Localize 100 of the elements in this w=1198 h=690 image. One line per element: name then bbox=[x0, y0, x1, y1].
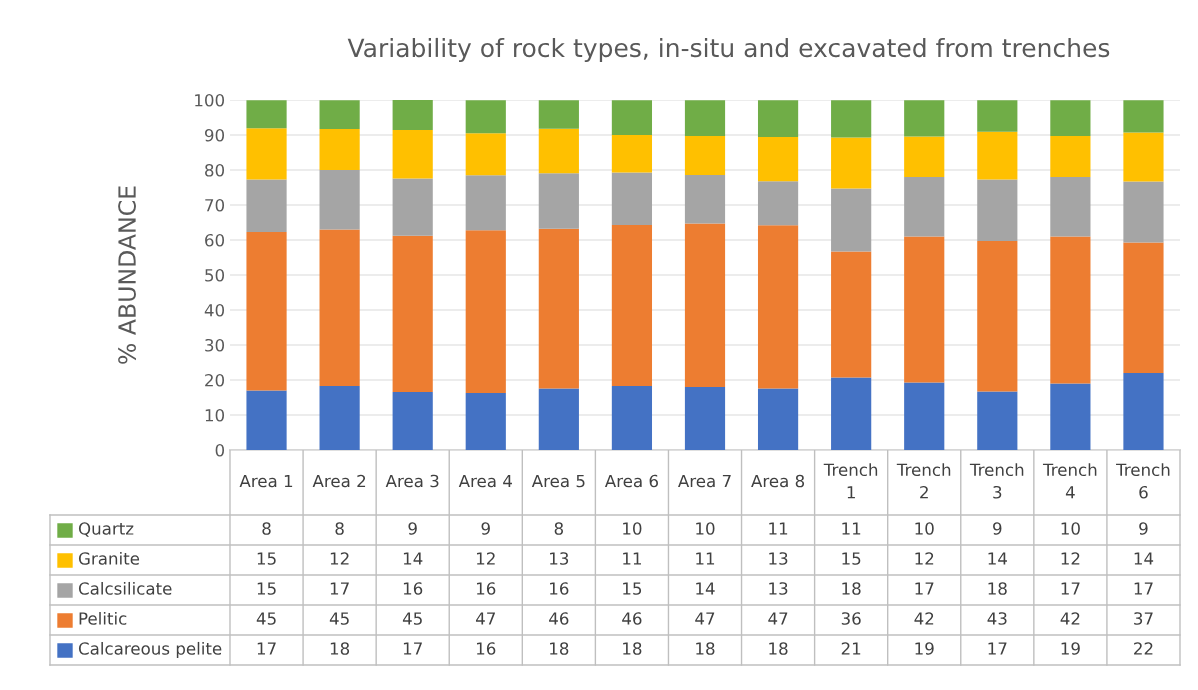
data-label: 17 bbox=[988, 642, 1007, 655]
x-tick-label: Area 8 bbox=[751, 474, 805, 488]
bar bbox=[1123, 132, 1164, 182]
bar bbox=[684, 387, 726, 450]
bar bbox=[1123, 181, 1164, 243]
bar bbox=[1050, 136, 1091, 177]
bar bbox=[831, 100, 872, 138]
legend-label: Calcsilicate bbox=[78, 581, 172, 595]
bar bbox=[319, 385, 360, 450]
bar bbox=[757, 137, 799, 182]
data-label: 13 bbox=[550, 552, 569, 565]
bar bbox=[1123, 373, 1164, 450]
bar bbox=[319, 229, 360, 386]
bar bbox=[246, 231, 287, 391]
bar bbox=[538, 173, 579, 229]
data-label: 12 bbox=[915, 552, 934, 565]
data-label: 14 bbox=[988, 552, 1007, 565]
bar bbox=[977, 100, 1018, 132]
x-tick-label: Area 2 bbox=[312, 474, 366, 488]
data-label: 18 bbox=[769, 642, 788, 655]
bar bbox=[246, 179, 287, 232]
data-label: 12 bbox=[477, 552, 495, 565]
data-label: 16 bbox=[550, 582, 569, 595]
x-tick-label: Area 4 bbox=[458, 474, 512, 488]
bar bbox=[1050, 383, 1091, 450]
data-label: 9 bbox=[1139, 522, 1148, 535]
data-label: 10 bbox=[696, 522, 715, 535]
data-label: 47 bbox=[475, 612, 495, 625]
legend-label: Pelitic bbox=[79, 611, 127, 625]
bar bbox=[465, 100, 506, 134]
data-label: 8 bbox=[262, 522, 271, 535]
x-tick-label: Trench 2 bbox=[896, 463, 951, 499]
bar bbox=[904, 177, 945, 237]
bar bbox=[1123, 100, 1164, 133]
bar bbox=[831, 137, 872, 189]
y-tick-label: 70 bbox=[205, 198, 225, 212]
bar bbox=[831, 251, 872, 378]
data-label: 17 bbox=[257, 642, 276, 655]
y-tick-label: 100 bbox=[195, 93, 225, 107]
data-label: 18 bbox=[988, 582, 1007, 595]
bar bbox=[757, 181, 799, 226]
bar bbox=[319, 129, 360, 170]
bar bbox=[392, 235, 433, 392]
data-label: 12 bbox=[330, 552, 349, 565]
bar bbox=[684, 136, 726, 175]
bar bbox=[538, 128, 579, 174]
data-label: 42 bbox=[1060, 612, 1080, 625]
bar bbox=[977, 241, 1018, 392]
data-label: 12 bbox=[1061, 552, 1080, 565]
data-label: 18 bbox=[550, 642, 569, 655]
data-label: 19 bbox=[1061, 642, 1080, 655]
data-label: 45 bbox=[256, 612, 276, 625]
data-label: 13 bbox=[769, 582, 788, 595]
data-label: 9 bbox=[481, 522, 490, 535]
bar bbox=[831, 377, 872, 450]
data-label: 18 bbox=[623, 642, 642, 655]
data-label: 14 bbox=[1134, 552, 1154, 565]
bar bbox=[319, 100, 360, 130]
data-label: 21 bbox=[841, 642, 861, 655]
data-label: 37 bbox=[1134, 612, 1153, 625]
data-label: 8 bbox=[335, 522, 344, 535]
x-tick-label: Area 7 bbox=[678, 474, 731, 488]
bar bbox=[611, 224, 653, 386]
bar bbox=[538, 388, 579, 450]
bar bbox=[904, 236, 945, 383]
y-tick-label: 90 bbox=[204, 128, 225, 142]
bar bbox=[1050, 236, 1091, 384]
data-label: 14 bbox=[403, 552, 423, 565]
legend-label: Quartz bbox=[78, 522, 134, 537]
bar bbox=[465, 230, 506, 393]
data-label: 10 bbox=[623, 522, 642, 535]
bar bbox=[246, 100, 287, 129]
bar bbox=[757, 388, 799, 450]
x-tick-label: Area 3 bbox=[385, 474, 439, 488]
bar bbox=[465, 133, 506, 176]
x-tick-label: Area 6 bbox=[604, 474, 658, 488]
y-axis-title: % ABUNDANCE bbox=[118, 186, 136, 364]
data-label: 10 bbox=[1061, 522, 1080, 535]
legend-label: Calcareous pelite bbox=[78, 641, 222, 659]
data-label: 42 bbox=[914, 612, 934, 625]
chart-title: Variability of rock types, in-situ and excavated from trenches bbox=[347, 37, 1110, 63]
data-label: 19 bbox=[915, 642, 934, 655]
bar bbox=[465, 392, 506, 450]
legend-label: Granite bbox=[78, 551, 140, 565]
data-label: 15 bbox=[257, 552, 276, 565]
data-label: 17 bbox=[330, 582, 349, 595]
bar bbox=[684, 174, 726, 224]
data-label: 16 bbox=[403, 582, 423, 595]
data-label: 9 bbox=[408, 522, 417, 535]
bar bbox=[611, 135, 653, 173]
bar bbox=[392, 391, 433, 450]
data-label: 16 bbox=[477, 642, 496, 655]
y-tick-label: 0 bbox=[215, 443, 225, 457]
data-label: 17 bbox=[1134, 582, 1153, 595]
data-label: 11 bbox=[696, 552, 715, 565]
data-label: 14 bbox=[696, 582, 715, 595]
bar bbox=[319, 170, 360, 230]
data-label: 43 bbox=[987, 612, 1007, 625]
y-tick-label: 30 bbox=[205, 338, 225, 352]
bar bbox=[904, 100, 945, 137]
